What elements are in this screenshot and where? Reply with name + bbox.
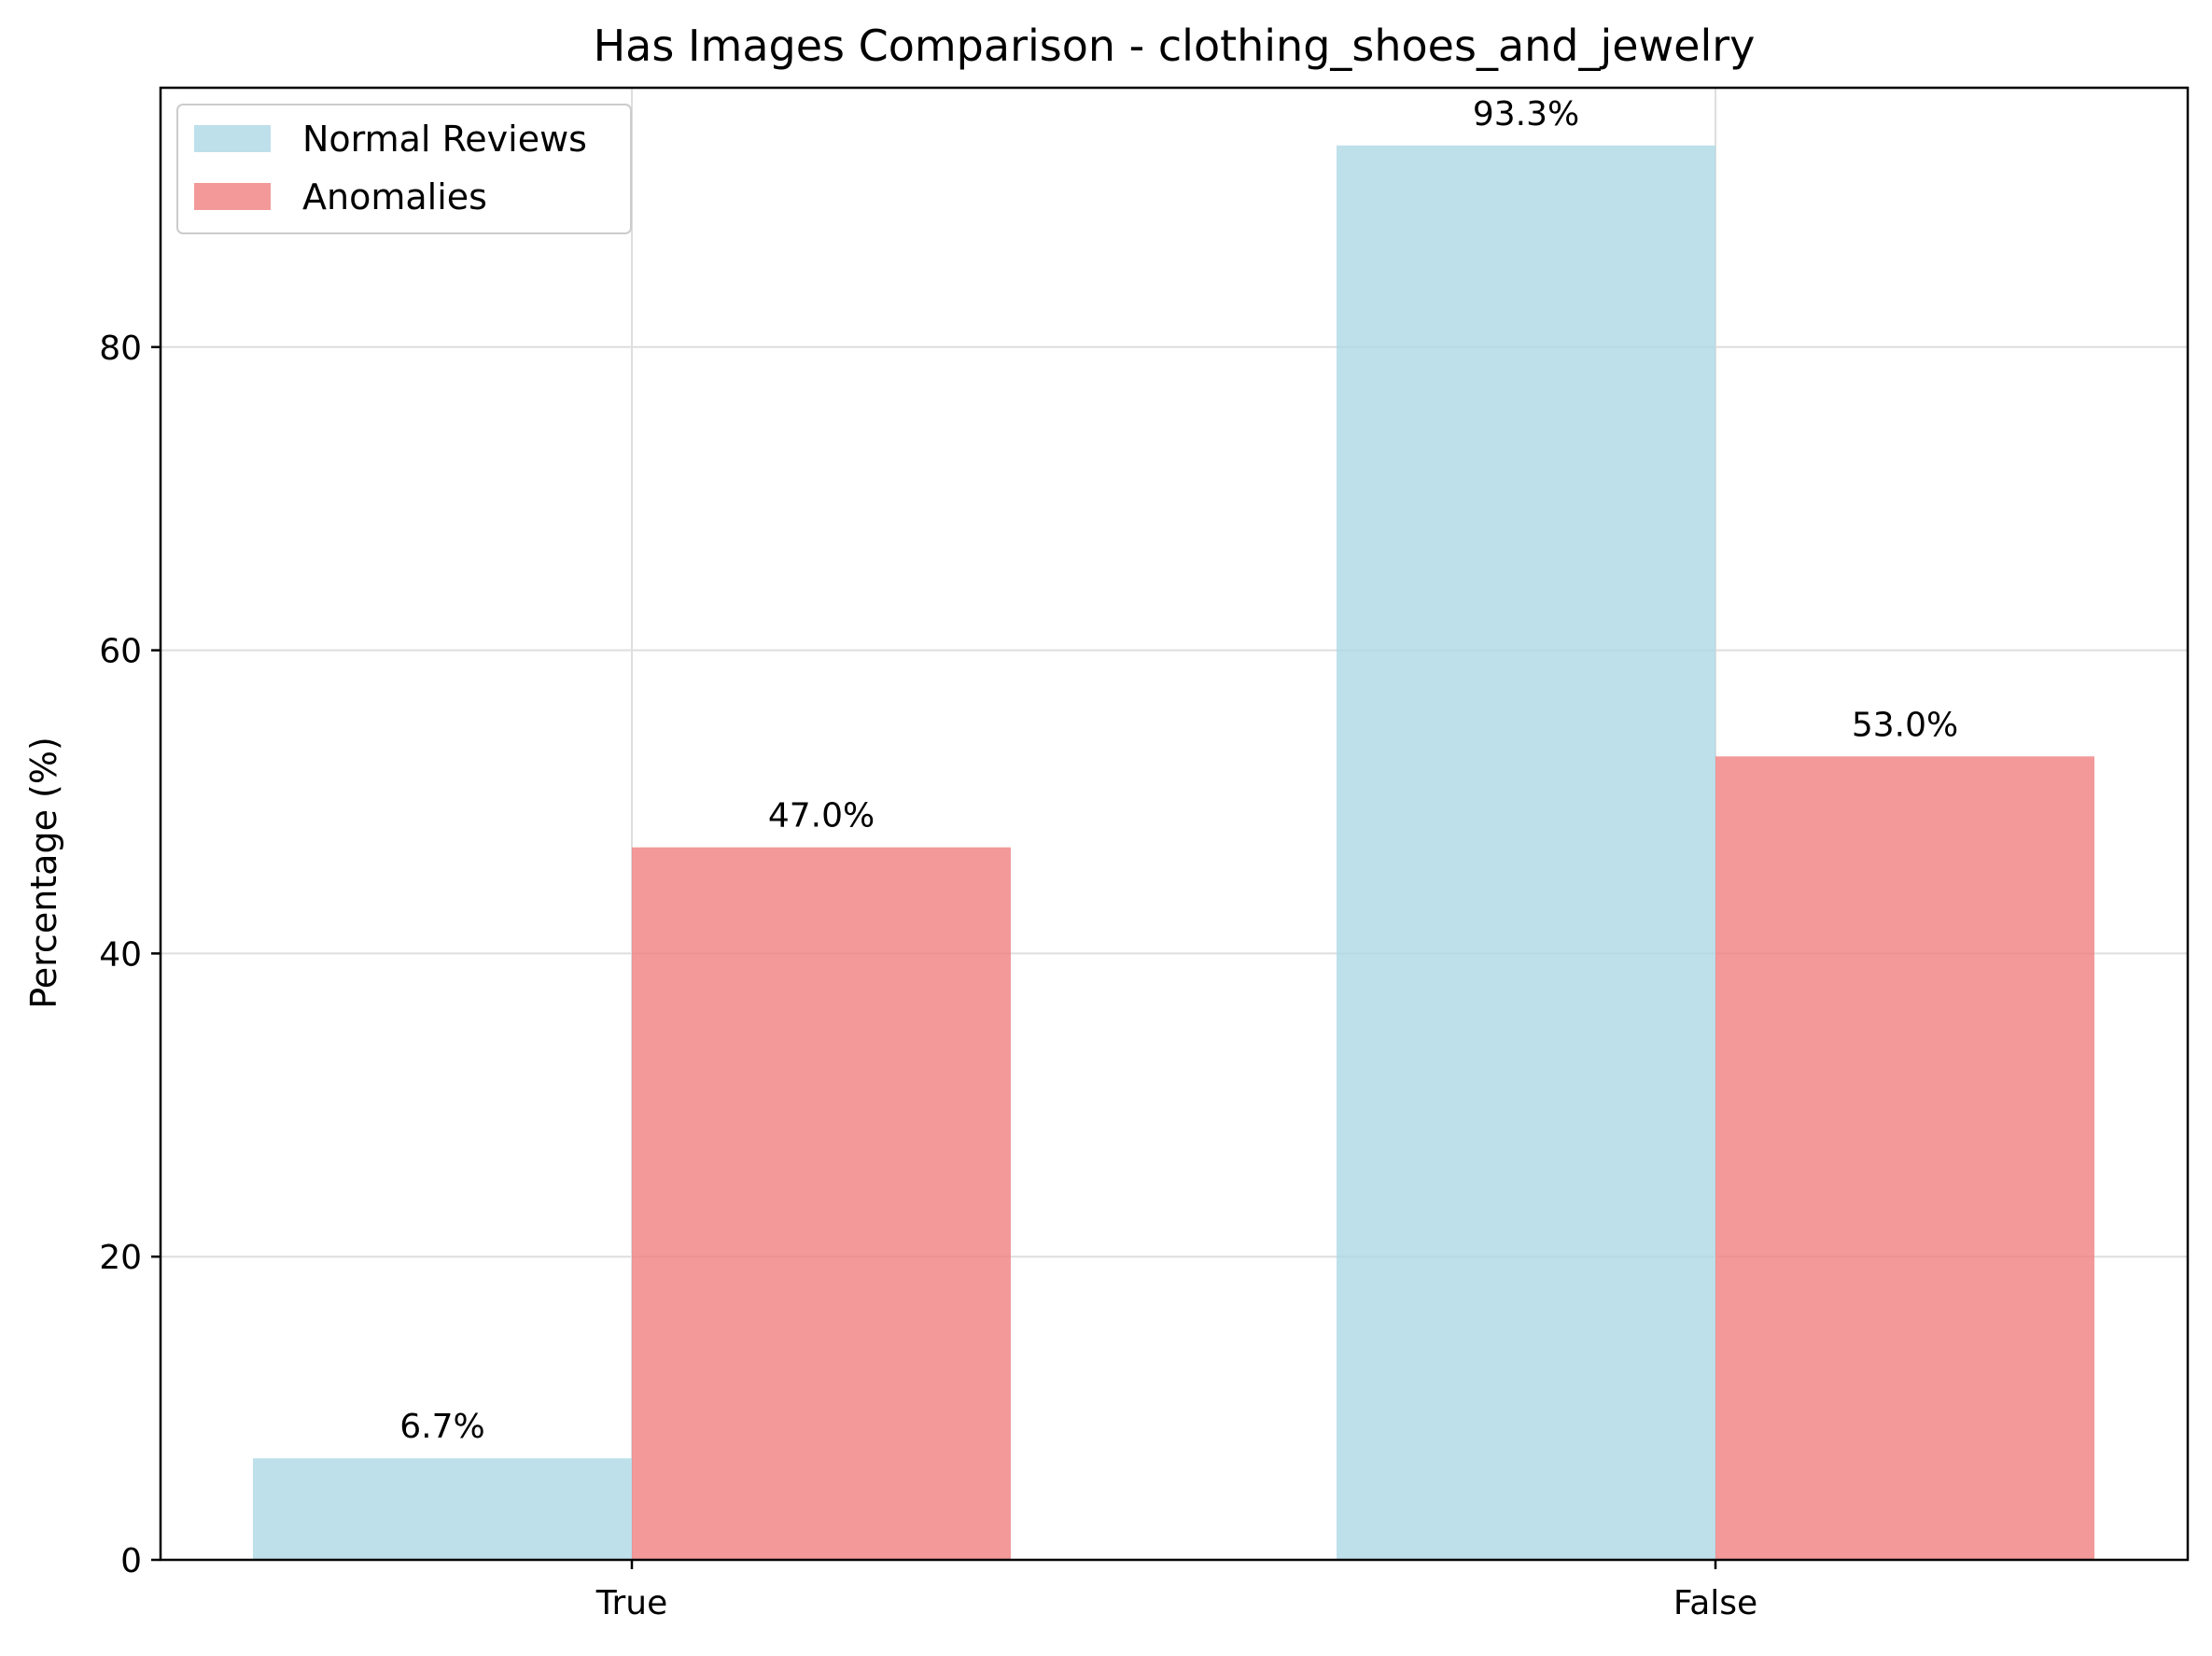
x-tick-label: False xyxy=(1673,1584,1757,1622)
legend-entry: Normal Reviews xyxy=(302,119,587,160)
legend: Normal Reviews Anomalies xyxy=(176,104,632,234)
axis-ticks: 0 20 40 60 80 True False xyxy=(99,330,1757,1622)
plot-frame xyxy=(159,86,2190,1562)
value-labels: 6.7% 93.3% 47.0% 53.0% xyxy=(399,95,1958,1446)
y-tick-label: 40 xyxy=(99,935,142,974)
legend-box xyxy=(176,104,632,234)
y-tick-label: 60 xyxy=(99,633,142,671)
value-label: 47.0% xyxy=(768,797,875,835)
y-tick-label: 80 xyxy=(99,330,142,368)
legend-swatch xyxy=(194,125,271,152)
value-label: 53.0% xyxy=(1852,706,1958,744)
value-label: 93.3% xyxy=(1473,95,1579,133)
legend-entry: Anomalies xyxy=(302,176,487,218)
y-tick-label: 0 xyxy=(120,1542,142,1580)
legend-swatch xyxy=(194,183,271,210)
bar-normal-reviews-true xyxy=(253,1458,632,1560)
y-tick-label: 20 xyxy=(99,1239,142,1277)
x-tick-label: True xyxy=(595,1584,667,1622)
y-axis-label: Percentage (%) xyxy=(23,737,64,1009)
bars xyxy=(253,145,2094,1561)
bar-normal-reviews-false xyxy=(1337,145,1715,1561)
chart-title: Has Images Comparison - clothing_shoes_a… xyxy=(594,21,1756,71)
bar-anomalies-true xyxy=(632,847,1011,1560)
bar-anomalies-false xyxy=(1715,756,2094,1560)
value-label: 6.7% xyxy=(399,1408,484,1446)
